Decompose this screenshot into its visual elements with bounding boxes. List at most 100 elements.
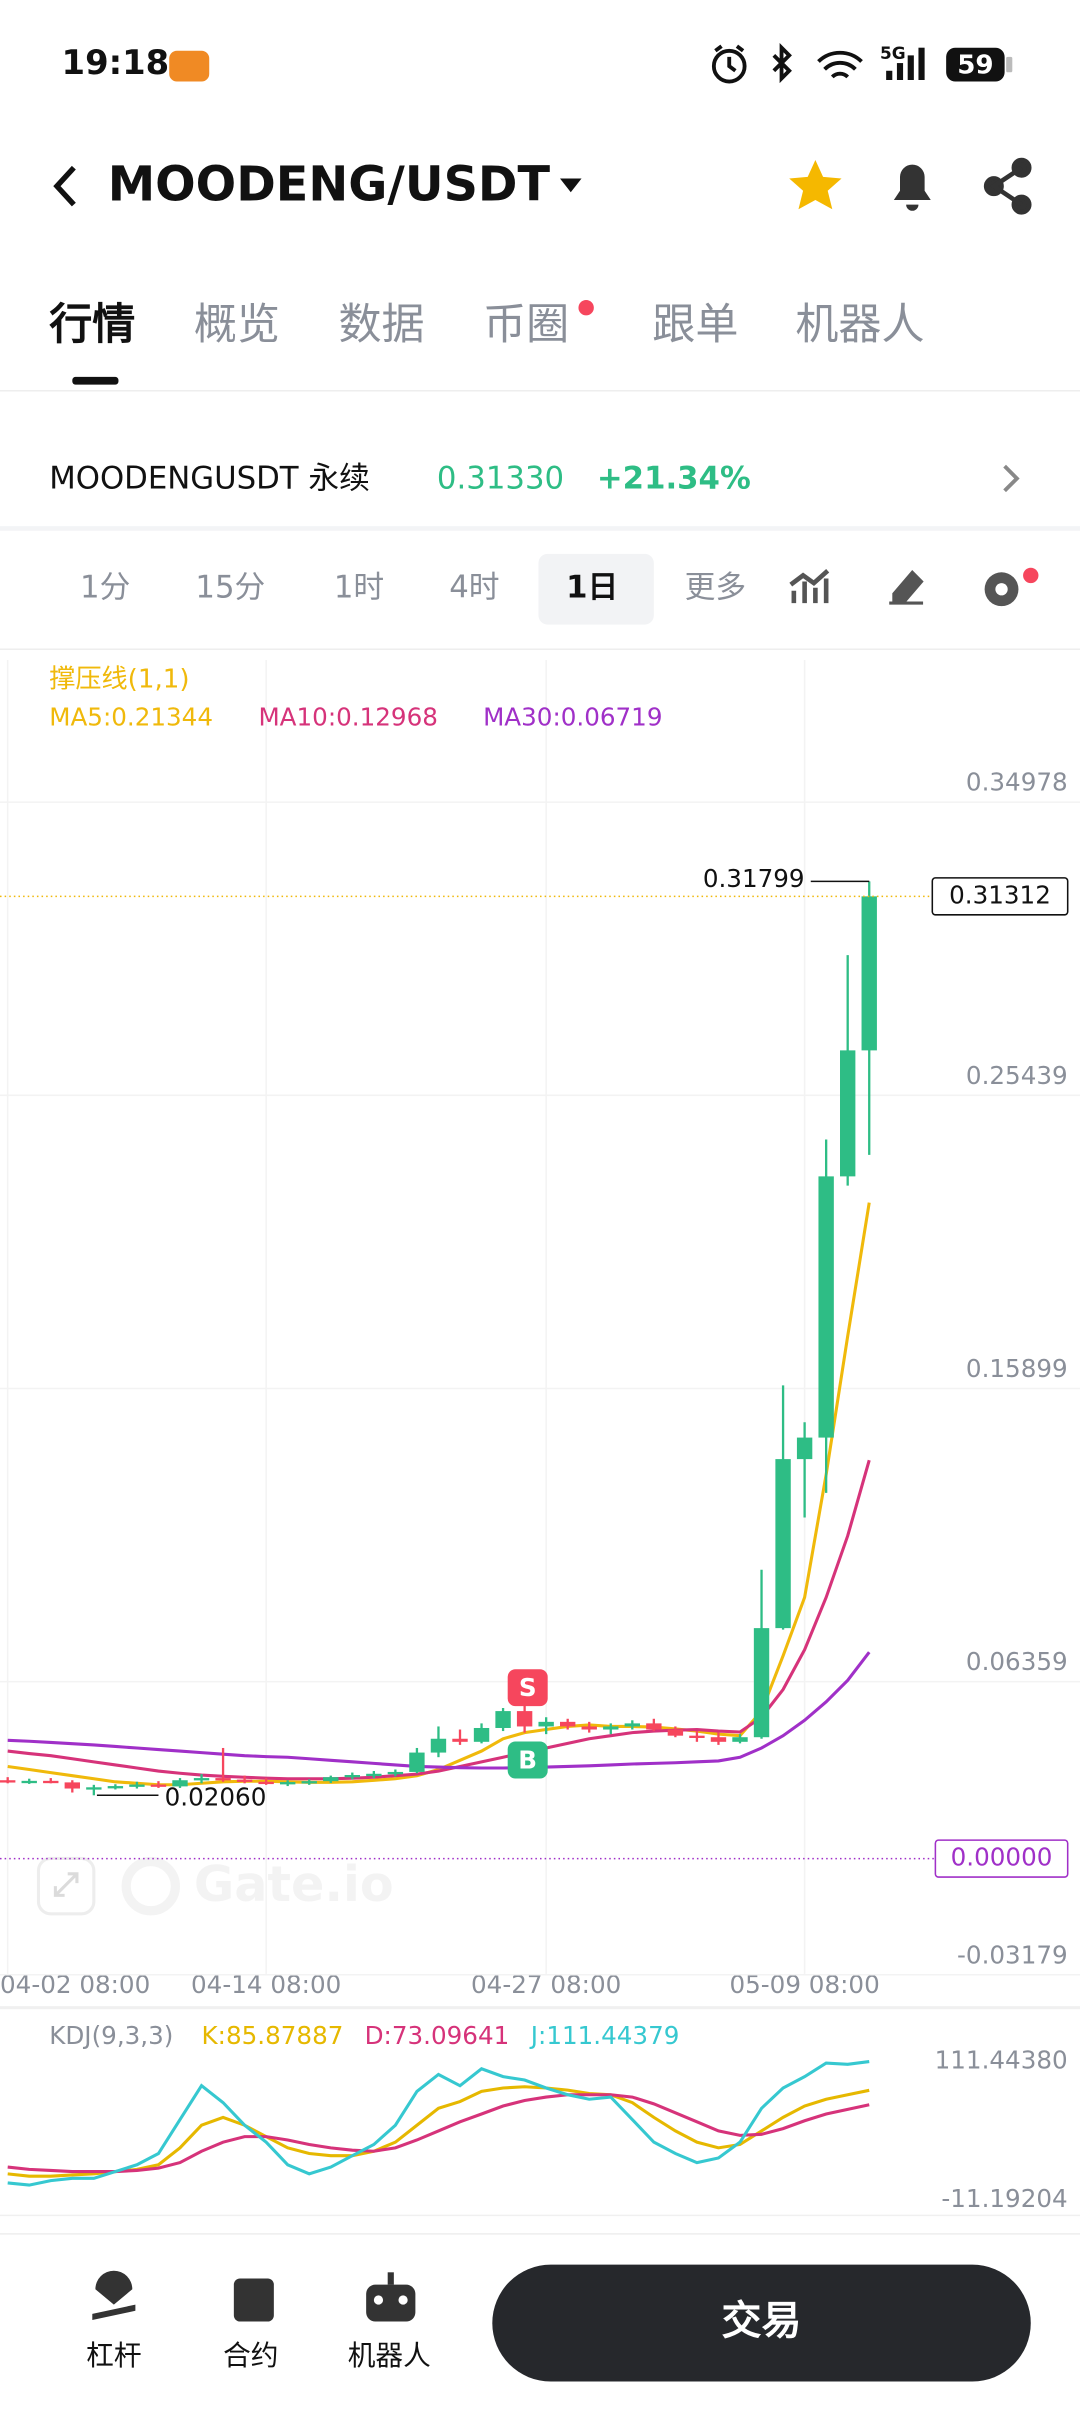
tab[interactable]: 币圈	[483, 300, 569, 350]
tab[interactable]: 机器人	[795, 300, 924, 350]
candle-body	[473, 1727, 490, 1742]
legend-entry: J:111.44379	[529, 2021, 680, 2050]
interval[interactable]: 1分	[80, 570, 130, 606]
trade-button[interactable]	[492, 2264, 1031, 2382]
alert-bell[interactable]	[893, 164, 931, 211]
contract-name[interactable]: MOODENGUSDT 永续	[49, 461, 370, 497]
candle-body	[172, 1780, 188, 1787]
interval[interactable]: 1日	[566, 570, 618, 606]
candle-body	[301, 1781, 317, 1784]
y-tick-label: 0.25439	[966, 1061, 1068, 1090]
settings-badge	[1023, 567, 1039, 584]
y-tick-label: 0.34978	[966, 768, 1068, 797]
candle-body	[775, 1459, 791, 1629]
interval[interactable]: 4时	[449, 570, 499, 606]
y-tick-label: 0.06359	[966, 1647, 1068, 1676]
kdj-title: KDJ(9,3,3)	[49, 2021, 173, 2050]
settings-hole	[995, 583, 1008, 596]
candle-body	[861, 896, 877, 1051]
candle-body	[710, 1737, 727, 1742]
candle-body	[43, 1780, 59, 1784]
kdj-line	[7, 2085, 870, 2178]
interval[interactable]: 15分	[195, 570, 265, 606]
buy-signal-text: B	[518, 1746, 537, 1775]
candle-body	[86, 1787, 102, 1790]
plot: 04-02 08:00 04-14 08:00 04-27 08:00 05-09 0…	[0, 660, 1080, 2213]
ma-line	[7, 1651, 871, 1770]
share-button[interactable]	[983, 157, 1032, 215]
candle-body	[258, 1781, 274, 1785]
y-tick-label: -11.19204	[941, 2184, 1067, 2213]
battery	[946, 47, 1005, 82]
annotation: 0.02060	[165, 1782, 267, 1811]
nav-item[interactable]: 机器人	[348, 2339, 431, 2372]
candle-body	[560, 1721, 576, 1727]
legend-entry: MA5:0.21344	[49, 702, 213, 731]
kdj-line	[7, 2060, 870, 2187]
tab[interactable]: 概览	[194, 300, 280, 350]
candle-body	[387, 1771, 404, 1775]
price-label-box	[931, 877, 1069, 916]
zero-label-box	[934, 1839, 1069, 1878]
candle-body	[667, 1729, 684, 1736]
candle-body	[753, 1628, 770, 1738]
legend-entry: K:85.87887	[202, 2021, 344, 2050]
annotation: 0.31799	[703, 864, 805, 893]
candle-body	[689, 1735, 705, 1738]
back-button[interactable]	[53, 165, 76, 207]
candle-body	[366, 1773, 382, 1777]
y-tick-label: 0.00000	[951, 1843, 1053, 1872]
candle-body	[236, 1779, 253, 1782]
sell-signal-text: S	[519, 1673, 537, 1702]
robot-eye	[398, 2295, 408, 2305]
candle-body	[624, 1723, 640, 1727]
signal-bars	[886, 47, 925, 81]
candle-body	[344, 1775, 360, 1778]
trade-button-text[interactable]: 交易	[722, 2298, 802, 2344]
sell-signal	[507, 1669, 548, 1707]
contract-change: +21.34%	[597, 461, 751, 497]
candle-body	[732, 1737, 748, 1742]
candle-body	[0, 1780, 16, 1783]
legend-entry: MA30:0.06719	[483, 702, 662, 731]
candle-body	[129, 1784, 145, 1787]
battery-level: 59	[957, 51, 993, 81]
candle-body	[516, 1711, 533, 1727]
pair-title[interactable]: MOODENG/USDT	[108, 158, 551, 213]
tab-badge	[578, 300, 594, 316]
nav-item[interactable]: 合约	[223, 2339, 278, 2372]
robot-eye	[373, 2295, 384, 2305]
tab[interactable]: 数据	[338, 300, 424, 350]
interval[interactable]: 更多	[685, 570, 747, 606]
candle-body	[840, 1050, 856, 1177]
candle-body	[452, 1738, 468, 1742]
candle-body	[323, 1777, 339, 1782]
candle-body	[603, 1726, 619, 1730]
tab[interactable]: 行情	[49, 300, 135, 350]
app-icon	[169, 50, 210, 82]
candle-body	[646, 1723, 662, 1730]
draw-button[interactable]	[889, 570, 924, 605]
contract-arrow[interactable]	[1003, 464, 1020, 493]
kdj-line	[7, 2093, 870, 2174]
pair-dropdown[interactable]	[560, 178, 582, 193]
candle-body	[581, 1726, 597, 1730]
divider	[0, 526, 1080, 531]
candle-body	[215, 1778, 231, 1781]
candle-body	[280, 1782, 296, 1785]
candle-body	[538, 1721, 554, 1727]
contract-price: 0.31330	[437, 461, 564, 497]
divider	[0, 2006, 1080, 2010]
interval[interactable]: 1时	[334, 570, 384, 606]
price-label: 0.31312	[949, 880, 1051, 909]
watermark-text: Gate.io	[194, 1855, 394, 1913]
indicator-button[interactable]	[789, 569, 830, 604]
tab[interactable]: 跟单	[652, 300, 738, 350]
candle-body	[495, 1711, 511, 1728]
candle-body	[107, 1786, 124, 1789]
nav-item[interactable]: 杠杆	[86, 2339, 141, 2372]
favorite-star[interactable]	[789, 160, 842, 210]
